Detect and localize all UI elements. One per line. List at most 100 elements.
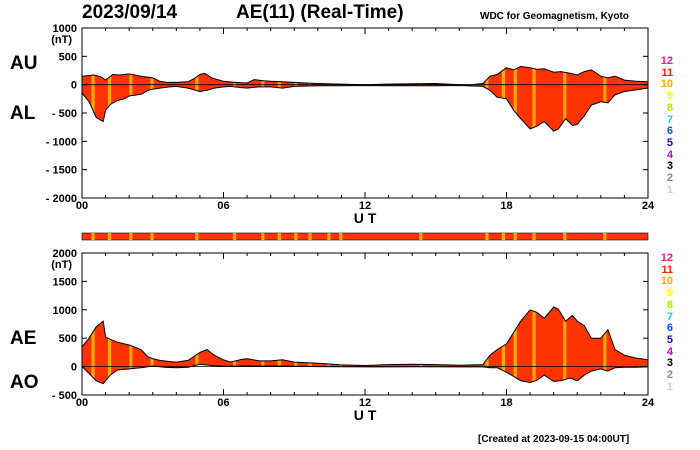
x-axis-title: U T [354,407,377,423]
legend-item: 7 [666,310,673,323]
strip-highlight [150,233,154,240]
x-tick-label: 24 [642,397,655,409]
legend-item: 2 [666,172,673,185]
legend-item: 3 [666,160,673,173]
strip-highlight [107,233,112,240]
chart-title: AE(11) (Real-Time) [236,2,404,23]
highlight-stripe [603,307,607,384]
highlight-stripe [232,307,237,384]
legend-item: 2 [666,369,673,382]
legend-item: 9 [666,287,673,300]
x-axis-title: U T [354,210,377,226]
strip-highlight [91,233,95,240]
highlight-stripe [91,307,95,384]
strip-highlight [327,233,331,240]
highlight-stripe [129,307,133,384]
legend-item: 4 [666,148,673,161]
highlight-stripe [419,307,423,384]
au-label: AU [10,53,38,74]
strip-highlight [129,233,133,240]
legend-item: 8 [666,298,673,311]
highlight-stripe [308,307,312,384]
legend-item: 1 [666,183,673,196]
legend-item: 12 [660,55,673,67]
highlight-stripe [501,307,505,384]
strip-highlight [563,233,567,240]
highlight-stripe [513,66,517,132]
strip-highlight [277,233,281,240]
legend-item: 5 [666,333,673,346]
legend-item: 1 [666,380,673,393]
legend-item: 4 [666,345,673,358]
station-count-legend-top: 12 11 10 9 8 7 6 5 4 3 2 1 [651,55,673,196]
x-tick-label: 06 [217,397,229,409]
legend-item: 3 [666,357,673,370]
highlight-stripe [419,66,423,132]
legend-item: 7 [666,113,673,126]
strip-highlight [603,233,607,240]
highlight-stripe [501,66,505,132]
legend-item: 11 [661,263,673,276]
envelope-fill-0 [82,66,648,132]
strip-highlight [532,233,536,240]
highlight-stripe [91,66,95,132]
legend-item: 10 [660,78,673,91]
highlight-stripe [150,307,154,384]
y-unit-label: (nT) [51,34,72,46]
y-tick-label: - 2000 [46,193,77,205]
data-source: WDC for Geomagnetism, Kyoto [480,11,629,22]
station-count-strip [81,232,649,241]
y-tick-label: 500 [59,51,77,63]
highlight-stripe [277,307,281,384]
highlight-stripe [532,307,536,384]
x-tick-label: 00 [76,397,88,409]
strip-highlight [485,233,489,240]
y-tick-label: 1000 [53,23,77,35]
series-line-al [81,84,649,132]
highlight-stripe [563,307,567,384]
legend-item: 10 [660,275,673,288]
created-timestamp: [Created at 2023-09-15 04:00UT] [478,434,630,445]
y-tick-label: 2000 [53,248,77,260]
y-tick-label: 0 [71,80,77,92]
strip-highlight [308,233,312,240]
legend-item: 9 [666,90,673,103]
highlight-stripe [563,66,567,132]
y-unit-label: (nT) [51,259,72,271]
highlight-stripe [532,66,536,132]
chart-date: 2023/09/14 [82,2,178,23]
strip-highlight [261,233,265,240]
x-tick-label: 12 [359,397,371,409]
x-tick-label: 18 [500,200,512,212]
highlight-stripe [195,307,199,384]
x-tick-label: 18 [500,397,512,409]
envelope-fill-1 [82,307,648,384]
highlight-stripe [294,307,298,384]
y-tick-label: 1500 [53,276,77,288]
x-tick-label: 24 [642,200,655,212]
highlight-stripe [150,66,154,132]
ao-label: AO [10,372,39,393]
ae-label: AE [10,328,37,349]
al-label: AL [10,103,36,124]
legend-item: 5 [666,136,673,149]
legend-item: 6 [666,322,673,335]
highlight-stripe [339,307,343,384]
strip-highlight [501,233,505,240]
station-count-legend-bottom: 12 11 10 9 8 7 6 5 4 3 2 1 [651,252,673,393]
y-tick-label: - 1000 [46,136,77,148]
highlight-stripe [485,66,489,132]
y-tick-label: 0 [71,362,77,374]
highlight-stripe [195,66,199,132]
legend-item: 11 [661,66,673,79]
legend-item: 6 [666,125,673,138]
strip-highlight [419,233,423,240]
strip-highlight [339,233,343,240]
highlight-stripe [327,66,331,132]
x-tick-label: 00 [76,200,88,212]
highlight-stripe [339,66,343,132]
series-line-ae [81,306,649,367]
y-tick-label: 1000 [53,305,77,317]
y-tick-label: - 500 [52,108,77,120]
